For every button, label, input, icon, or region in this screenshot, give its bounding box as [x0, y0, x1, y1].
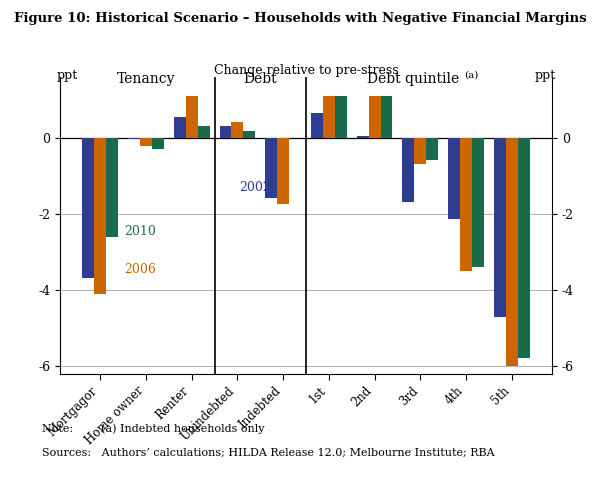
- Bar: [82, 137, 94, 278]
- Text: Change relative to pre-stress: Change relative to pre-stress: [214, 64, 398, 78]
- Bar: [518, 137, 530, 358]
- Text: (a): (a): [464, 70, 478, 80]
- Bar: [277, 137, 289, 204]
- Text: Sources:   Authors’ calculations; HILDA Release 12.0; Melbourne Institute; RBA: Sources: Authors’ calculations; HILDA Re…: [42, 448, 494, 458]
- Bar: [357, 136, 368, 137]
- Text: 2010: 2010: [124, 225, 156, 238]
- Text: 2002: 2002: [239, 181, 271, 194]
- Bar: [472, 137, 484, 267]
- Bar: [494, 137, 506, 317]
- Bar: [403, 137, 415, 202]
- Bar: [415, 137, 426, 164]
- Text: Debt: Debt: [244, 72, 277, 86]
- Bar: [94, 137, 106, 294]
- Bar: [426, 137, 438, 160]
- Text: 2006: 2006: [124, 262, 156, 276]
- Bar: [335, 96, 347, 137]
- Bar: [232, 122, 244, 137]
- Bar: [311, 113, 323, 137]
- Bar: [186, 96, 197, 137]
- Bar: [152, 137, 164, 149]
- Bar: [128, 137, 140, 139]
- Bar: [220, 126, 232, 137]
- Bar: [460, 137, 472, 271]
- Text: Debt quintile: Debt quintile: [367, 72, 460, 86]
- Text: ppt: ppt: [56, 69, 77, 82]
- Bar: [323, 96, 335, 137]
- Bar: [140, 137, 152, 146]
- Bar: [380, 96, 392, 137]
- Text: ppt: ppt: [535, 69, 556, 82]
- Bar: [368, 96, 380, 137]
- Text: Note:        (a) Indebted households only: Note: (a) Indebted households only: [42, 424, 265, 434]
- Bar: [244, 131, 255, 137]
- Bar: [197, 126, 209, 137]
- Bar: [265, 137, 277, 198]
- Bar: [174, 116, 186, 137]
- Bar: [506, 137, 518, 366]
- Bar: [448, 137, 460, 219]
- Bar: [106, 137, 118, 237]
- Text: Figure 10: Historical Scenario – Households with Negative Financial Margins: Figure 10: Historical Scenario – Househo…: [14, 12, 586, 25]
- Text: Tenancy: Tenancy: [116, 72, 175, 86]
